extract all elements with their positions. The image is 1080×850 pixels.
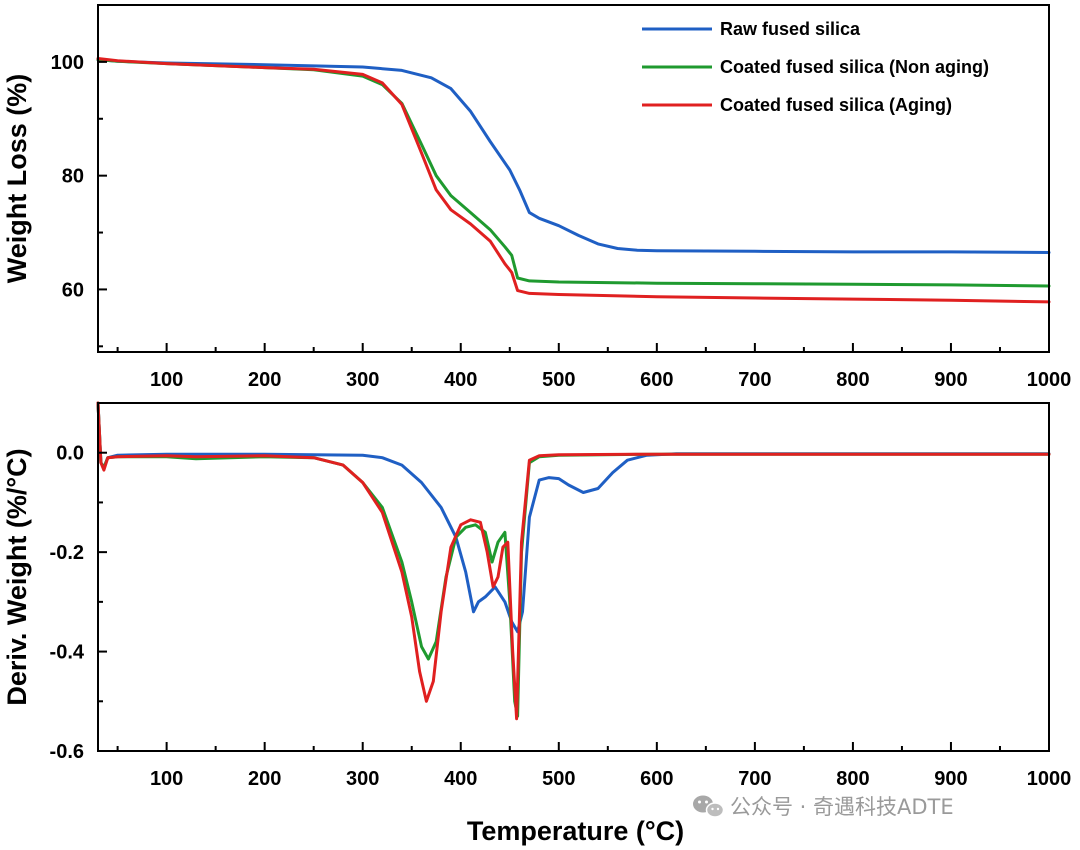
weight-loss-y-ticks: [98, 4, 107, 348]
y-tick-label: 80: [62, 166, 84, 188]
derivative-plot-area: [96, 401, 1051, 721]
x-tick-label: 900: [934, 369, 967, 391]
derivative-y-tick-labels: -0.6 -0.4 -0.2 0.0: [50, 443, 85, 763]
x-tick-label: 100: [150, 369, 183, 391]
y-tick-label: -0.4: [50, 642, 85, 664]
y-tick-label: 0.0: [56, 443, 84, 465]
x-tick-label: 200: [248, 768, 281, 790]
x-tick-label: 800: [836, 369, 869, 391]
weight-loss-frame: [97, 4, 1050, 353]
derivative-x-ticks: [116, 742, 1050, 751]
x-tick-label: 200: [248, 369, 281, 391]
weight-loss-x-tick-labels: 100 200 300 400 500 600 700 800 900 1000: [150, 369, 1071, 391]
x-tick-label: 500: [542, 768, 575, 790]
legend-label: Coated fused silica (Non aging): [720, 57, 989, 77]
temperature-axis-title: Temperature (°C): [467, 816, 684, 846]
wechat-icon: [693, 795, 725, 818]
x-tick-label: 300: [346, 768, 379, 790]
derivative-weight-panel: 100 200 300 400 500 600 700 800 900 1000 -0.6 -0.4…: [2, 401, 1071, 846]
weight-loss-x-ticks: [116, 343, 1050, 352]
x-tick-label: 400: [444, 768, 477, 790]
watermark: 公众号 · 奇遇科技ADTE: [693, 795, 954, 819]
weight-loss-plot-area: [96, 57, 1051, 304]
derivative-x-tick-labels: 100 200 300 400 500 600 700 800 900 1000: [150, 768, 1071, 790]
x-tick-label: 700: [738, 369, 771, 391]
series-line-weight-2: [96, 57, 1051, 304]
weight-loss-panel: 100 200 300 400 500 600 700 800 900 1000 60 80 100 …: [2, 4, 1071, 391]
x-tick-label: 600: [640, 369, 673, 391]
x-tick-label: 900: [934, 768, 967, 790]
derivative-y-axis-title: Deriv. Weight (%/°C): [2, 448, 32, 705]
x-tick-label: 400: [444, 369, 477, 391]
x-tick-label: 600: [640, 768, 673, 790]
derivative-frame: [97, 402, 1050, 752]
series-line-deriv-2: [96, 401, 1051, 721]
x-tick-label: 500: [542, 369, 575, 391]
series-line-deriv-1: [96, 401, 1051, 718]
weight-loss-y-axis-title: Weight Loss (%): [2, 74, 32, 284]
y-tick-label: 100: [51, 52, 84, 74]
y-tick-label: 60: [62, 279, 84, 301]
legend-label: Coated fused silica (Aging): [720, 95, 952, 115]
x-tick-label: 700: [738, 768, 771, 790]
legend: Raw fused silica Coated fused silica (Non…: [642, 19, 989, 115]
y-tick-label: -0.2: [50, 542, 84, 564]
weight-loss-y-tick-labels: 60 80 100: [51, 52, 84, 302]
series-line-deriv-0: [96, 401, 1051, 634]
watermark-text: 公众号 · 奇遇科技ADTE: [730, 795, 954, 819]
legend-label: Raw fused silica: [720, 19, 861, 39]
x-tick-label: 300: [346, 369, 379, 391]
x-tick-label: 1000: [1027, 768, 1072, 790]
x-tick-label: 100: [150, 768, 183, 790]
x-tick-label: 800: [836, 768, 869, 790]
x-tick-label: 1000: [1027, 369, 1072, 391]
series-line-weight-0: [96, 58, 1051, 254]
y-tick-label: -0.6: [50, 741, 84, 763]
